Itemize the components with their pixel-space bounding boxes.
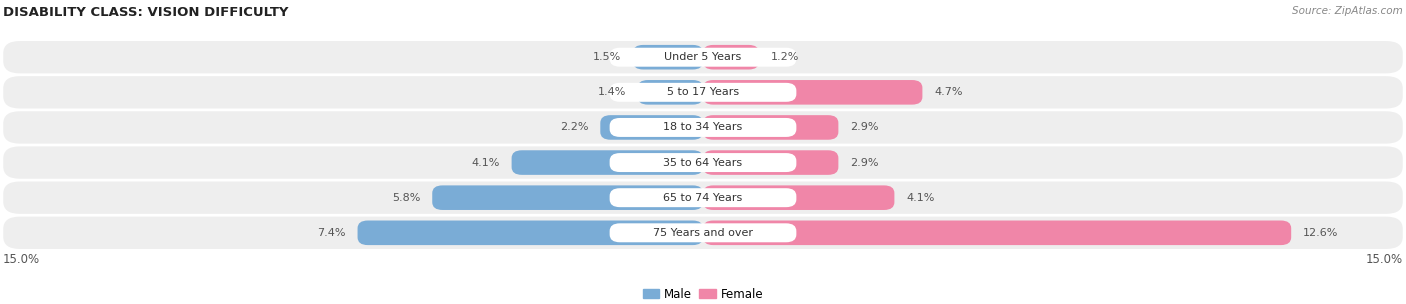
FancyBboxPatch shape — [600, 115, 703, 140]
FancyBboxPatch shape — [512, 150, 703, 175]
FancyBboxPatch shape — [610, 118, 796, 137]
Legend: Male, Female: Male, Female — [638, 283, 768, 304]
FancyBboxPatch shape — [3, 217, 1403, 249]
Text: 65 to 74 Years: 65 to 74 Years — [664, 193, 742, 203]
FancyBboxPatch shape — [610, 223, 796, 242]
FancyBboxPatch shape — [703, 115, 838, 140]
Text: Source: ZipAtlas.com: Source: ZipAtlas.com — [1292, 6, 1403, 16]
Text: 7.4%: 7.4% — [318, 228, 346, 238]
FancyBboxPatch shape — [610, 153, 796, 172]
Text: 1.5%: 1.5% — [593, 52, 621, 62]
FancyBboxPatch shape — [432, 185, 703, 210]
FancyBboxPatch shape — [610, 83, 796, 102]
FancyBboxPatch shape — [633, 45, 703, 70]
FancyBboxPatch shape — [703, 150, 838, 175]
Text: 5.8%: 5.8% — [392, 193, 420, 203]
Text: 75 Years and over: 75 Years and over — [652, 228, 754, 238]
Text: 1.2%: 1.2% — [770, 52, 799, 62]
Text: 1.4%: 1.4% — [598, 87, 626, 97]
FancyBboxPatch shape — [703, 80, 922, 105]
FancyBboxPatch shape — [3, 76, 1403, 109]
Text: Under 5 Years: Under 5 Years — [665, 52, 741, 62]
Text: 15.0%: 15.0% — [1367, 253, 1403, 266]
Text: 15.0%: 15.0% — [3, 253, 39, 266]
FancyBboxPatch shape — [610, 188, 796, 207]
Text: 35 to 64 Years: 35 to 64 Years — [664, 157, 742, 168]
Text: 2.2%: 2.2% — [560, 123, 589, 133]
Text: 5 to 17 Years: 5 to 17 Years — [666, 87, 740, 97]
Text: 18 to 34 Years: 18 to 34 Years — [664, 123, 742, 133]
FancyBboxPatch shape — [3, 41, 1403, 73]
Text: 4.1%: 4.1% — [905, 193, 935, 203]
Text: 12.6%: 12.6% — [1303, 228, 1339, 238]
FancyBboxPatch shape — [3, 111, 1403, 143]
Text: 2.9%: 2.9% — [851, 123, 879, 133]
FancyBboxPatch shape — [610, 48, 796, 67]
FancyBboxPatch shape — [638, 80, 703, 105]
FancyBboxPatch shape — [357, 220, 703, 245]
FancyBboxPatch shape — [3, 181, 1403, 214]
Text: DISABILITY CLASS: VISION DIFFICULTY: DISABILITY CLASS: VISION DIFFICULTY — [3, 6, 288, 19]
FancyBboxPatch shape — [703, 185, 894, 210]
FancyBboxPatch shape — [3, 147, 1403, 179]
Text: 4.1%: 4.1% — [471, 157, 501, 168]
FancyBboxPatch shape — [703, 220, 1291, 245]
Text: 4.7%: 4.7% — [934, 87, 963, 97]
FancyBboxPatch shape — [703, 45, 759, 70]
Text: 2.9%: 2.9% — [851, 157, 879, 168]
